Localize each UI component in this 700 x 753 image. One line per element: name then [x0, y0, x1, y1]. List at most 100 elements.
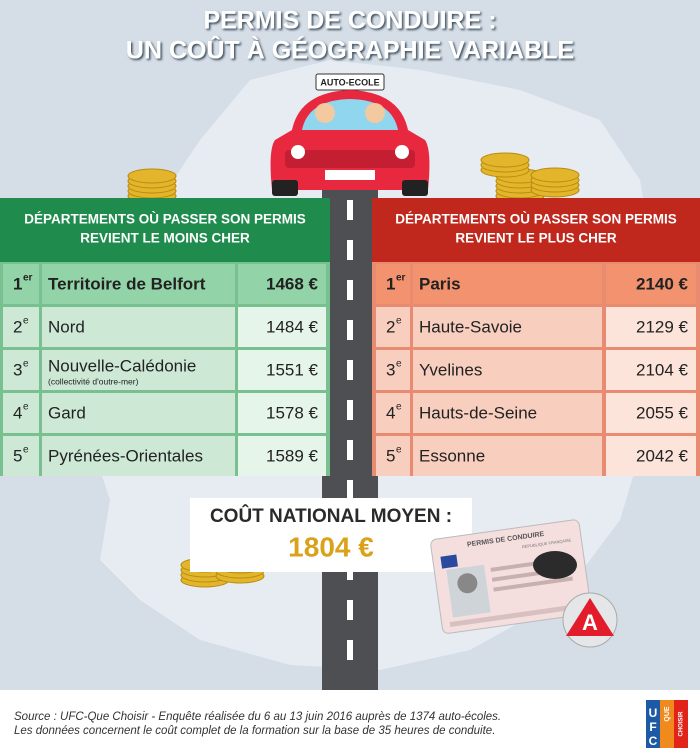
a-triangle: [566, 598, 614, 636]
rank-suffix: e: [23, 359, 29, 370]
coin: [530, 167, 580, 183]
road-dash: [347, 320, 353, 340]
rank: 5: [386, 446, 395, 465]
name-cell: [42, 307, 235, 347]
rank-cell: [376, 307, 410, 347]
rank: 3: [386, 360, 395, 379]
department: Essonne: [419, 446, 485, 465]
name-cell: [42, 393, 235, 433]
department: Yvelines: [419, 360, 482, 379]
car-sign: AUTO-ECOLE: [320, 77, 379, 87]
license-card: PERMIS DE CONDUIRE RÉPUBLIQUE FRANÇAISE: [430, 519, 592, 634]
rank-suffix: e: [396, 445, 402, 456]
price: 1468 €: [266, 274, 319, 293]
department: Nouvelle-Calédonie: [48, 356, 196, 375]
road-dash: [347, 440, 353, 460]
department-note: (collectivité d'outre-mer): [48, 376, 139, 386]
name-cell: [413, 350, 602, 390]
logo-letter: U: [649, 706, 658, 720]
road-dash: [347, 240, 353, 260]
price: 2140 €: [636, 274, 689, 293]
price: 1551 €: [266, 360, 319, 379]
price: 1589 €: [266, 446, 319, 465]
logo-choisir: CHOISIR: [679, 711, 685, 737]
name-cell: [413, 307, 602, 347]
license-country: RÉPUBLIQUE FRANÇAISE: [522, 537, 572, 549]
price-cell: [238, 436, 326, 476]
price: 2042 €: [636, 446, 689, 465]
name-cell: [42, 264, 235, 304]
logo-letter: C: [649, 734, 658, 748]
rank: 1: [13, 274, 22, 293]
road-dash: [347, 280, 353, 300]
department: Hauts-de-Seine: [419, 403, 537, 422]
department: Paris: [419, 274, 461, 293]
title-line: PERMIS DE CONDUIRE :: [203, 7, 496, 35]
price-cell: [238, 393, 326, 433]
source-line: Source : UFC-Que Choisir - Enquête réali…: [14, 711, 501, 723]
road-dash: [347, 600, 353, 620]
rank-suffix: e: [23, 402, 29, 413]
title-line: UN COÛT À GÉOGRAPHIE VARIABLE: [126, 35, 574, 65]
rank: 2: [386, 317, 395, 336]
road-dash: [347, 360, 353, 380]
department: Nord: [48, 317, 85, 336]
panel-heading: REVIENT LE MOINS CHER: [80, 231, 250, 246]
road-dash: [347, 200, 353, 220]
rank-suffix: e: [396, 402, 402, 413]
price-cell: [606, 307, 696, 347]
coin: [127, 168, 177, 184]
car-key: [533, 551, 577, 579]
rank: 1: [386, 274, 395, 293]
panel-heading: DÉPARTEMENTS OÙ PASSER SON PERMIS: [24, 212, 306, 227]
national-box: [190, 498, 472, 572]
price: 1578 €: [266, 403, 319, 422]
road-dash: [347, 400, 353, 420]
road-dash: [347, 640, 353, 660]
rank-suffix: er: [396, 273, 406, 284]
price: 2104 €: [636, 360, 689, 379]
rank-suffix: e: [23, 316, 29, 327]
rank-suffix: e: [23, 445, 29, 456]
price-cell: [238, 307, 326, 347]
logo-letter: F: [649, 720, 656, 734]
name-cell: [42, 350, 235, 390]
logo: U F C QUE CHOISIR: [646, 700, 688, 748]
rank-cell: [3, 350, 39, 390]
department: Haute-Savoie: [419, 317, 522, 336]
rank: 4: [386, 403, 395, 422]
panel-heading: DÉPARTEMENTS OÙ PASSER SON PERMIS: [395, 212, 677, 227]
rank-cell: [3, 436, 39, 476]
rank: 3: [13, 360, 22, 379]
department: Territoire de Belfort: [48, 274, 206, 293]
name-cell: [413, 264, 602, 304]
rank-cell: [376, 393, 410, 433]
price-cell: [238, 350, 326, 390]
expensive-header: [372, 198, 700, 262]
source-line: Les données concernent le coût complet d…: [14, 725, 495, 737]
logo-que: QUE: [664, 706, 671, 722]
panel-heading: REVIENT LE PLUS CHER: [455, 231, 617, 246]
name-cell: [413, 393, 602, 433]
rank: 2: [13, 317, 22, 336]
rank-cell: [376, 350, 410, 390]
national-label: COÛT NATIONAL MOYEN :: [210, 505, 452, 527]
price-cell: [606, 436, 696, 476]
rank-suffix: e: [396, 316, 402, 327]
price-cell: [238, 264, 326, 304]
department: Gard: [48, 403, 86, 422]
price: 2129 €: [636, 317, 689, 336]
car: AUTO-ECOLE: [270, 73, 430, 196]
footer: [0, 690, 700, 753]
national-price: 1804 €: [288, 531, 374, 562]
rank: 5: [13, 446, 22, 465]
name-cell: [42, 436, 235, 476]
rank-cell: [3, 307, 39, 347]
coin: [480, 152, 530, 168]
rank-suffix: er: [23, 273, 33, 284]
rank-cell: [376, 436, 410, 476]
rank-suffix: e: [396, 359, 402, 370]
road-dash: [347, 480, 353, 500]
department: Pyrénées-Orientales: [48, 446, 203, 465]
